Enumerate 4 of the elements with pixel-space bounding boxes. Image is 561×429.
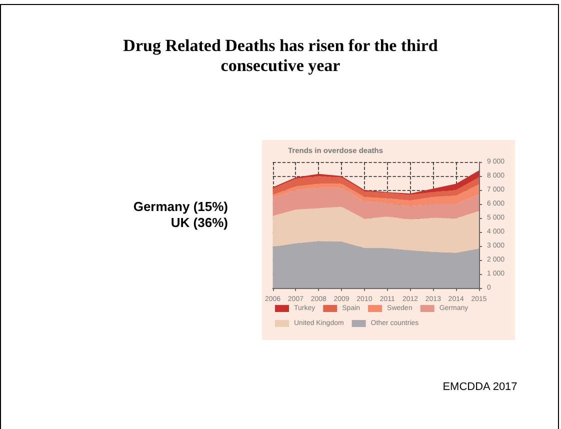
- text: Germany (15%): [132, 199, 228, 215]
- chart-title: Drug Related Deaths has risen for the third consecutive year: [122, 36, 439, 76]
- text: UK (36%): [170, 215, 228, 231]
- text: EMCDDA 2017: [442, 381, 518, 393]
